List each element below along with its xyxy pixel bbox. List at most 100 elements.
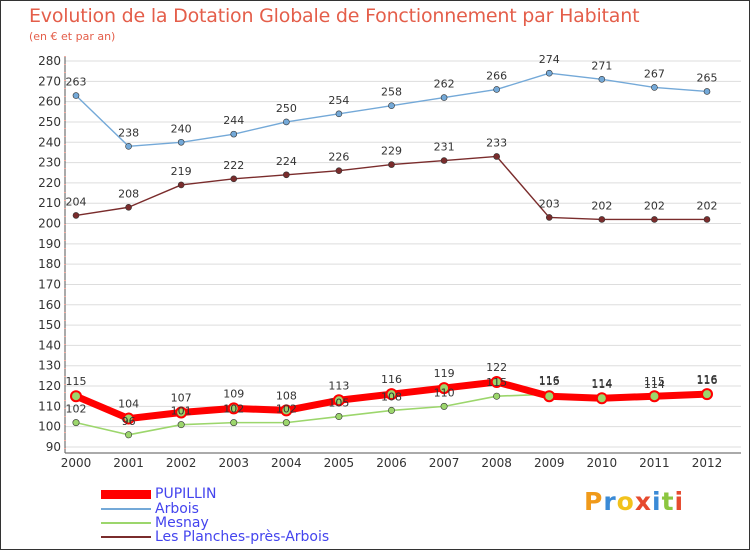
data-point-arbois-2008 [493,86,500,93]
data-point-mesnay-2001 [125,431,133,439]
data-label-les-planches-pr-s-arbois-2012: 202 [697,199,718,212]
legend-label-les-planches: Les Planches-près-Arbois [155,529,330,545]
chart-title: Evolution de la Dotation Globale de Fonc… [29,5,640,27]
data-label-mesnay-2007: 110 [434,386,455,399]
logo-letter: t [661,487,675,516]
data-point-les-planches-pr-s-arbois-2011 [651,216,658,223]
data-point-pupillin-2010 [595,392,608,405]
data-label-pupillin-2011: 115 [644,375,665,388]
data-label-mesnay-2011: 114 [644,378,665,391]
data-label-mesnay-2012: 116 [697,374,718,387]
logo-letter: i [674,487,685,516]
y-tick-label-180: 180 [38,257,61,271]
data-label-mesnay-2008: 115 [486,376,507,389]
y-tick-label-220: 220 [38,176,61,190]
y-tick-label-210: 210 [38,196,61,210]
proxiti-logo: Proxiti [584,487,684,516]
series-line-arbois [75,72,708,148]
x-tick-label-2000: 2000 [61,456,92,470]
data-label-pupillin-2009: 115 [539,375,560,388]
grid-lines [65,60,741,448]
legend-swatch-les-planches [101,536,151,538]
data-label-arbois-2008: 266 [486,69,507,82]
data-label-pupillin-2000: 115 [66,375,87,388]
x-tick-label-2004: 2004 [271,456,302,470]
data-label-les-planches-pr-s-arbois-2010: 202 [591,199,612,212]
data-label-arbois-2010: 271 [591,59,612,72]
data-point-arbois-2004 [283,118,290,126]
y-tick-label-90: 90 [46,440,61,454]
data-point-les-planches-pr-s-arbois-2006 [388,161,395,168]
data-point-arbois-2011 [651,84,658,91]
data-label-mesnay-2004: 102 [276,403,297,416]
data-point-les-planches-pr-s-arbois-2004 [283,171,290,179]
data-point-mesnay-2004 [282,419,290,427]
data-point-les-planches-pr-s-arbois-2012 [703,216,711,223]
data-point-pupillin-2001 [122,412,135,425]
data-point-mesnay-2002 [177,421,185,429]
data-label-pupillin-2008: 122 [486,361,507,374]
data-point-les-planches-pr-s-arbois-2005 [335,167,343,175]
data-label-mesnay-2009: 116 [539,374,560,387]
data-point-arbois-2000 [72,92,80,99]
legend-label-mesnay: Mesnay [155,515,209,531]
data-label-arbois-2004: 250 [276,102,297,115]
legend-swatch-mesnay [101,522,151,524]
y-tick-label-260: 260 [38,95,61,109]
data-label-arbois-2012: 265 [697,71,718,84]
data-point-mesnay-2006 [387,406,395,414]
data-point-arbois-2009 [545,69,553,77]
data-point-arbois-2002 [177,138,185,146]
data-point-les-planches-pr-s-arbois-2003 [230,175,238,183]
y-tick-label-110: 110 [38,399,61,413]
data-point-pupillin-2002 [175,406,188,419]
y-tick-label-130: 130 [38,359,61,373]
legend-swatch-pupillin [101,489,151,499]
chart-subtitle: (en € et par an) [29,30,116,43]
data-point-arbois-2005 [335,110,343,118]
data-label-les-planches-pr-s-arbois-2001: 208 [118,187,139,200]
data-point-arbois-2001 [125,143,132,150]
data-label-arbois-2006: 258 [381,86,402,99]
legend-swatch-arbois [101,508,151,510]
y-tick-label-270: 270 [38,74,61,88]
y-tick-label-190: 190 [38,237,61,251]
y-tick-label-160: 160 [38,298,61,312]
data-point-pupillin-2011 [648,390,661,403]
data-label-pupillin-2003: 109 [223,387,244,400]
data-label-mesnay-2001: 96 [122,415,136,428]
data-point-pupillin-2005 [332,394,345,407]
data-label-arbois-2002: 240 [171,122,192,135]
data-label-arbois-2005: 254 [328,94,349,107]
data-label-mesnay-2003: 102 [223,403,244,416]
axes: 9010011012013014015016017018019020021022… [38,54,741,470]
y-tick-label-280: 280 [38,54,61,68]
data-point-mesnay-2003 [230,419,238,427]
logo-letter: o [616,487,635,516]
data-label-les-planches-pr-s-arbois-2006: 229 [381,145,402,158]
data-point-arbois-2010 [598,75,606,83]
logo-letter: r [603,487,617,516]
data-label-les-planches-pr-s-arbois-2004: 224 [276,155,297,168]
data-label-pupillin-2007: 119 [434,367,455,380]
data-point-les-planches-pr-s-arbois-2009 [545,214,553,221]
x-tick-label-2002: 2002 [166,456,197,470]
data-label-pupillin-2010: 114 [591,377,612,390]
data-label-arbois-2003: 244 [223,114,244,127]
x-tick-label-2001: 2001 [113,456,144,470]
logo-letter: x [634,487,652,516]
data-point-arbois-2007 [440,94,448,101]
data-label-les-planches-pr-s-arbois-2002: 219 [171,165,192,178]
y-tick-label-230: 230 [38,156,61,170]
x-tick-label-2009: 2009 [534,456,565,470]
y-tick-label-200: 200 [38,217,61,231]
x-tick-label-2008: 2008 [481,456,512,470]
data-label-les-planches-pr-s-arbois-2009: 203 [539,197,560,210]
data-label-mesnay-2002: 101 [171,405,192,418]
data-labels: 263 238 240 244 250 254 258 262 266 274 271 267 265 2… [66,53,718,428]
data-point-pupillin-2006 [385,388,398,401]
y-tick-label-150: 150 [38,318,61,332]
data-label-les-planches-pr-s-arbois-2011: 202 [644,199,665,212]
